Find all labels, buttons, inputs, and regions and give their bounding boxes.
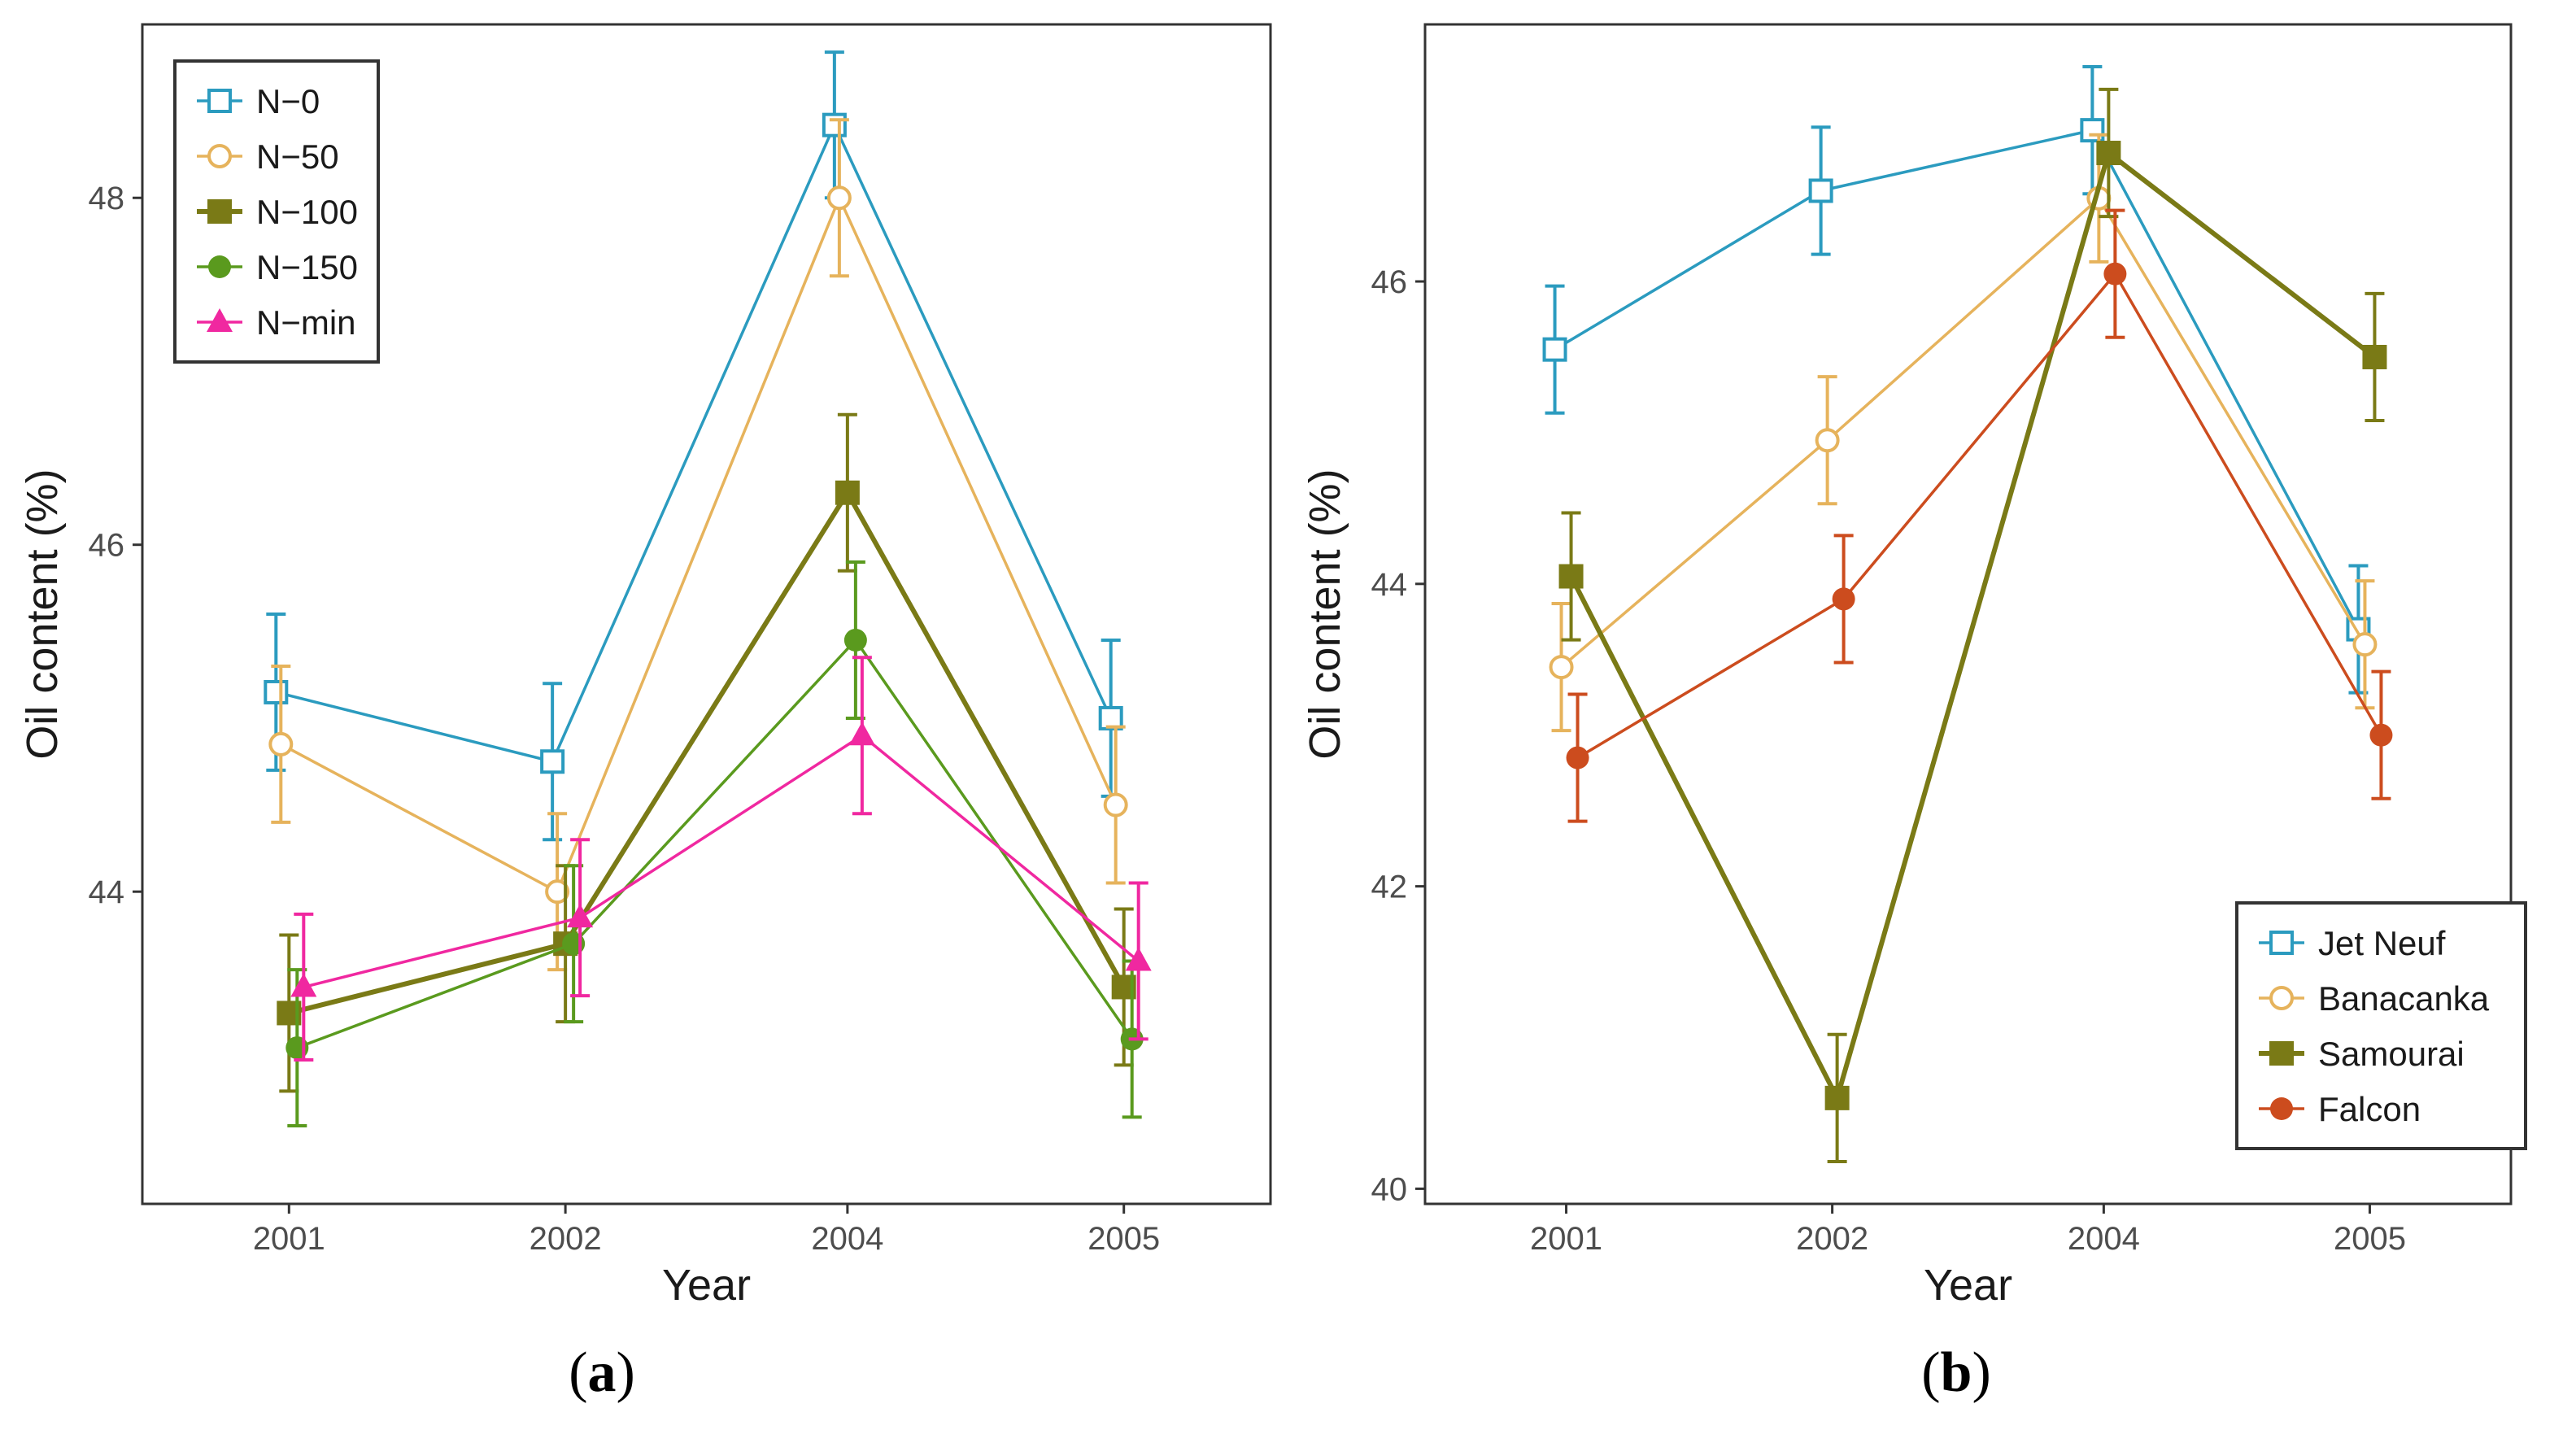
data-point	[2352, 632, 2378, 657]
legend-label: Banacanka	[2318, 979, 2490, 1018]
series-line	[296, 639, 1134, 1049]
series-line	[288, 490, 1127, 1016]
legend-key-marker	[207, 89, 232, 113]
y-tick-label: 44	[89, 874, 125, 910]
legend-key-marker	[208, 255, 231, 278]
data-point	[1542, 337, 1567, 362]
data-point	[843, 628, 867, 652]
legend: N−0 N−50 N−100 N−150 N−min	[173, 59, 380, 364]
panel-caption: (a)	[569, 1341, 635, 1404]
data-point	[2362, 344, 2387, 369]
data-point	[567, 904, 594, 928]
x-axis-title: Year	[662, 1261, 751, 1310]
series-Banacanka	[1549, 133, 2378, 733]
legend-key-marker	[2269, 986, 2294, 1010]
x-tick-label: 2004	[811, 1221, 883, 1257]
legend-label: Falcon	[2318, 1090, 2421, 1128]
data-point	[826, 185, 852, 211]
series-line	[1554, 129, 2360, 630]
series-line	[275, 123, 1113, 763]
x-tick-label: 2001	[253, 1221, 325, 1257]
x-tick-label: 2002	[530, 1221, 602, 1257]
x-tick-label: 2001	[1530, 1221, 1602, 1257]
legend-label: N−50	[256, 137, 339, 176]
data-point	[268, 731, 294, 756]
panel-caption-letter: a	[588, 1341, 617, 1404]
data-point	[2096, 141, 2121, 166]
data-point	[1558, 564, 1584, 589]
series-N−100	[277, 412, 1136, 1093]
data-point	[545, 879, 570, 905]
legend-key-marker	[207, 144, 232, 168]
legend-label: N−0	[256, 82, 320, 120]
data-point	[822, 112, 847, 137]
y-tick-label: 48	[89, 181, 125, 216]
legend-key-marker	[207, 308, 233, 332]
y-tick-label: 46	[1371, 264, 1408, 300]
data-point	[1103, 792, 1128, 817]
series-line	[280, 196, 1118, 893]
x-tick-label: 2005	[1087, 1221, 1160, 1257]
legend-label: Jet Neuf	[2318, 924, 2446, 962]
legend-label: N−min	[256, 303, 356, 342]
data-point	[290, 973, 317, 997]
series-N−min	[290, 656, 1152, 1062]
panel-caption-letter: b	[1941, 1341, 1972, 1404]
data-point	[540, 749, 565, 774]
y-tick-label: 44	[1371, 567, 1408, 603]
legend-label: Samourai	[2318, 1035, 2465, 1073]
x-tick-label: 2005	[2334, 1221, 2406, 1257]
data-point	[1808, 178, 1833, 203]
x-tick-label: 2004	[2068, 1221, 2140, 1257]
panel-a: 44 46 48 2001 2002 2004 2005 Year Oil content (%…	[18, 23, 1272, 1404]
legend-key-marker	[207, 199, 232, 224]
y-axis-title: Oil content (%)	[1301, 469, 1349, 759]
legend-label: N−100	[256, 193, 358, 231]
data-point	[1824, 1085, 1850, 1110]
x-axis-title: Year	[1924, 1261, 2012, 1310]
series-Jet Neuf	[1542, 65, 2371, 695]
series-line	[1576, 272, 2382, 760]
series-line	[1568, 150, 2377, 1101]
series-Falcon	[1566, 208, 2393, 823]
y-tick-label: 40	[1371, 1171, 1408, 1207]
data-point	[1815, 428, 1840, 453]
series-line	[1560, 197, 2366, 669]
data-point	[848, 722, 875, 746]
panel-caption: (b)	[1921, 1341, 1991, 1404]
data-point	[2369, 723, 2393, 747]
data-point	[1549, 655, 1574, 680]
series-line	[303, 734, 1140, 989]
data-point	[2103, 262, 2127, 286]
data-point	[1832, 587, 1855, 611]
data-point	[1566, 746, 1589, 769]
data-point	[2080, 118, 2105, 143]
legend-key-marker	[2269, 931, 2294, 955]
series-Samourai	[1558, 87, 2387, 1163]
legend-key-marker	[2269, 1041, 2294, 1066]
data-point	[1125, 947, 1152, 971]
y-tick-label: 46	[89, 528, 125, 564]
legend-key-marker	[2270, 1097, 2293, 1120]
data-point	[835, 480, 860, 505]
legend-label: N−150	[256, 248, 358, 286]
x-tick-label: 2002	[1796, 1221, 1868, 1257]
y-tick-label: 42	[1371, 870, 1408, 905]
series-N−0	[264, 50, 1123, 842]
y-axis-title: Oil content (%)	[18, 469, 67, 759]
data-point	[264, 679, 289, 704]
legend: Jet Neuf Banacanka Samourai Falcon	[2235, 901, 2527, 1150]
panel-b: 40 42 44 46 2001 2002 2004 2005 Year Oil content …	[1301, 23, 2527, 1404]
